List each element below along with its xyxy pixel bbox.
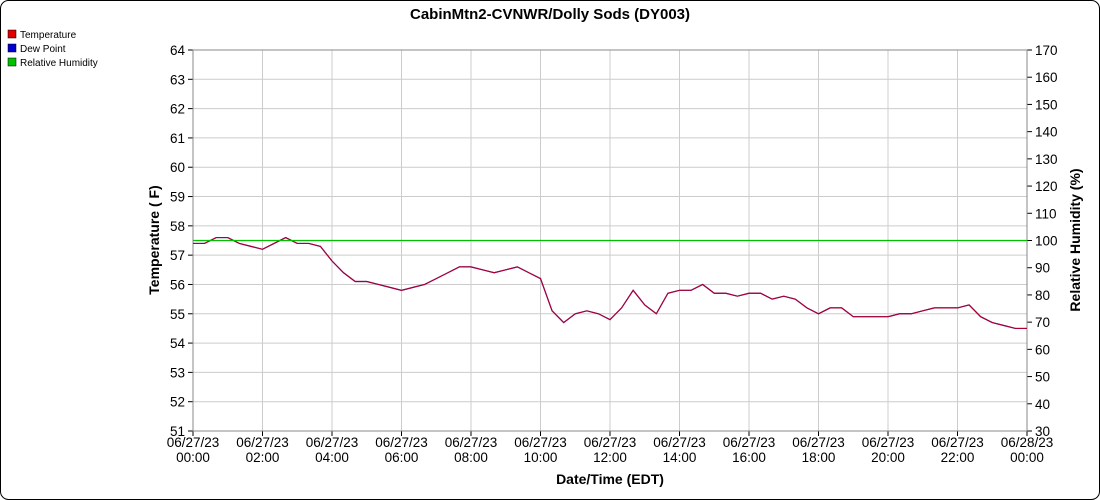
x-tick-label-line: 06/27/23	[306, 435, 359, 450]
y2-tick-label: 30	[1035, 424, 1050, 439]
y-tick-label: 61	[170, 131, 185, 146]
y-axis-title: Temperature ( F)	[146, 185, 162, 294]
x-tick-label: 06/27/23 14:00	[653, 435, 706, 465]
legend-label: Temperature	[20, 30, 77, 41]
x-tick-label: 06/27/23 04:00	[306, 435, 359, 465]
y-tick-label: 63	[170, 72, 185, 87]
x-tick-label-line: 04:00	[315, 450, 349, 465]
y-tick-label: 58	[170, 219, 185, 234]
y2-tick-label: 60	[1035, 342, 1050, 357]
y-tick-label: 64	[170, 43, 186, 58]
x-tick-label: 06/27/23 06:00	[375, 435, 428, 465]
legend-label: Dew Point	[20, 44, 66, 55]
y2-tick-label: 70	[1035, 315, 1050, 330]
x-tick-label-line: 08:00	[454, 450, 488, 465]
chart-title: CabinMtn2-CVNWR/Dolly Sods (DY003)	[410, 6, 690, 23]
x-tick-label-line: 22:00	[941, 450, 975, 465]
x-tick-label: 06/27/23 10:00	[514, 435, 567, 465]
x-tick-label-line: 06/27/23	[723, 435, 776, 450]
legend-label: Relative Humidity	[20, 58, 98, 69]
x-tick-label: 06/27/23 18:00	[792, 435, 845, 465]
y2-tick-label: 170	[1035, 43, 1058, 58]
x-tick-label-line: 00:00	[176, 450, 210, 465]
y-tick-label: 53	[170, 365, 185, 380]
y2-tick-label: 50	[1035, 370, 1050, 385]
x-tick-label: 06/27/23 22:00	[931, 435, 984, 465]
y2-tick-label: 150	[1035, 97, 1058, 112]
x-tick-label-line: 18:00	[802, 450, 836, 465]
x-tick-label: 06/27/23 02:00	[236, 435, 289, 465]
x-tick-label-line: 06/27/23	[514, 435, 567, 450]
y2-tick-label: 90	[1035, 261, 1050, 276]
x-tick-label-line: 06/27/23	[792, 435, 845, 450]
y2-tick-label: 80	[1035, 288, 1050, 303]
x-tick-label-line: 06/27/23	[236, 435, 289, 450]
y2-tick-label: 100	[1035, 234, 1058, 249]
y-tick-label: 56	[170, 277, 185, 292]
x-tick-label: 06/27/23 12:00	[584, 435, 637, 465]
y2-tick-label: 40	[1035, 397, 1050, 412]
x-tick-label-line: 06/27/23	[584, 435, 637, 450]
x-tick-label-line: 06/27/23	[653, 435, 706, 450]
legend-swatch	[7, 29, 17, 39]
y-tick-label: 52	[170, 395, 185, 410]
y2-axis-title: Relative Humidity (%)	[1067, 168, 1083, 311]
y2-tick-label: 130	[1035, 152, 1058, 167]
x-axis-title: Date/Time (EDT)	[556, 471, 664, 487]
x-tick-label-line: 06/28/23	[1001, 435, 1054, 450]
x-tick-label-line: 12:00	[593, 450, 627, 465]
y-tick-label: 62	[170, 102, 185, 117]
y2-tick-label: 140	[1035, 125, 1058, 140]
y-tick-label: 59	[170, 190, 185, 205]
y-tick-label: 60	[170, 160, 185, 175]
y-tick-label: 51	[170, 424, 185, 439]
x-tick-label-line: 14:00	[663, 450, 697, 465]
y-tick-label: 54	[170, 336, 186, 351]
y2-tick-label: 160	[1035, 70, 1058, 85]
x-tick-label-line: 06:00	[385, 450, 419, 465]
x-tick-label: 06/27/23 00:00	[167, 435, 220, 465]
x-tick-label: 06/28/23 00:00	[1001, 435, 1054, 465]
legend-swatch	[7, 43, 17, 53]
x-tick-label-line: 10:00	[524, 450, 558, 465]
x-tick-label: 06/27/23 08:00	[445, 435, 498, 465]
series-line	[193, 236, 1027, 330]
legend-swatch	[7, 57, 17, 67]
x-tick-label-line: 06/27/23	[445, 435, 498, 450]
y-tick-label: 57	[170, 248, 185, 263]
x-tick-label-line: 06/27/23	[167, 435, 220, 450]
x-tick-label: 06/27/23 16:00	[723, 435, 776, 465]
x-tick-label-line: 16:00	[732, 450, 766, 465]
y-tick-label: 55	[170, 307, 185, 322]
x-tick-label-line: 06/27/23	[375, 435, 428, 450]
y2-tick-label: 110	[1035, 206, 1057, 221]
x-tick-label-line: 06/27/23	[862, 435, 915, 450]
x-tick-label: 06/27/23 20:00	[862, 435, 915, 465]
x-tick-label-line: 02:00	[246, 450, 280, 465]
x-tick-label-line: 00:00	[1010, 450, 1044, 465]
x-tick-label-line: 20:00	[871, 450, 905, 465]
x-tick-label-line: 06/27/23	[931, 435, 984, 450]
y2-tick-label: 120	[1035, 179, 1058, 194]
